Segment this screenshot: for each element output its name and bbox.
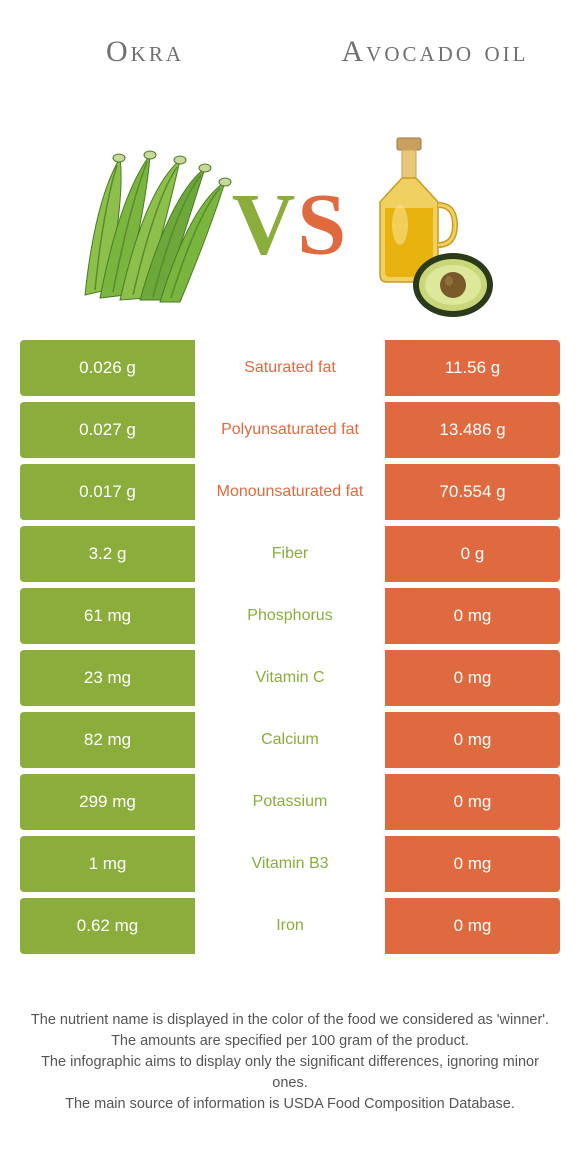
vs-label: VS (232, 175, 349, 276)
cell-right-value: 0 mg (385, 836, 560, 892)
cell-nutrient-label: Vitamin B3 (195, 836, 385, 892)
cell-left-value: 61 mg (20, 588, 195, 644)
cell-left-value: 0.62 mg (20, 898, 195, 954)
cell-left-value: 3.2 g (20, 526, 195, 582)
cell-left-value: 0.026 g (20, 340, 195, 396)
table-row: 0.026 gSaturated fat11.56 g (20, 340, 560, 396)
cell-right-value: 0 g (385, 526, 560, 582)
comparison-table: 0.026 gSaturated fat11.56 g 0.027 gPolyun… (0, 340, 580, 954)
table-row: 299 mgPotassium0 mg (20, 774, 560, 830)
avocado-oil-icon (345, 130, 505, 320)
cell-nutrient-label: Vitamin C (195, 650, 385, 706)
cell-nutrient-label: Phosphorus (195, 588, 385, 644)
table-row: 3.2 gFiber0 g (20, 526, 560, 582)
cell-right-value: 0 mg (385, 650, 560, 706)
cell-left-value: 299 mg (20, 774, 195, 830)
header-right: Avocado oil (290, 35, 580, 68)
cell-right-value: 0 mg (385, 774, 560, 830)
images-row: VS (0, 120, 580, 330)
table-row: 23 mgVitamin C0 mg (20, 650, 560, 706)
cell-nutrient-label: Saturated fat (195, 340, 385, 396)
okra-icon (65, 140, 245, 310)
cell-nutrient-label: Polyunsaturated fat (195, 402, 385, 458)
cell-left-value: 23 mg (20, 650, 195, 706)
cell-nutrient-label: Fiber (195, 526, 385, 582)
cell-left-value: 1 mg (20, 836, 195, 892)
cell-left-value: 82 mg (20, 712, 195, 768)
cell-right-value: 13.486 g (385, 402, 560, 458)
cell-right-value: 11.56 g (385, 340, 560, 396)
footer-line-2: The amounts are specified per 100 gram o… (30, 1031, 550, 1052)
cell-right-value: 0 mg (385, 898, 560, 954)
footer-line-3: The infographic aims to display only the… (30, 1052, 550, 1094)
table-row: 1 mgVitamin B30 mg (20, 836, 560, 892)
vs-s: S (297, 177, 348, 274)
cell-right-value: 70.554 g (385, 464, 560, 520)
cell-nutrient-label: Monounsaturated fat (195, 464, 385, 520)
header-left: Okra (0, 35, 290, 68)
cell-right-value: 0 mg (385, 588, 560, 644)
table-row: 0.027 gPolyunsaturated fat13.486 g (20, 402, 560, 458)
table-row: 61 mgPhosphorus0 mg (20, 588, 560, 644)
table-row: 0.62 mgIron0 mg (20, 898, 560, 954)
footer: The nutrient name is displayed in the co… (0, 960, 580, 1115)
cell-left-value: 0.027 g (20, 402, 195, 458)
cell-nutrient-label: Calcium (195, 712, 385, 768)
table-row: 82 mgCalcium0 mg (20, 712, 560, 768)
table-row: 0.017 gMonounsaturated fat70.554 g (20, 464, 560, 520)
footer-line-4: The main source of information is USDA F… (30, 1094, 550, 1115)
cell-right-value: 0 mg (385, 712, 560, 768)
header: Okra Avocado oil (0, 0, 580, 120)
footer-line-1: The nutrient name is displayed in the co… (30, 1010, 550, 1031)
cell-nutrient-label: Iron (195, 898, 385, 954)
vs-v: V (232, 177, 298, 274)
cell-nutrient-label: Potassium (195, 774, 385, 830)
cell-left-value: 0.017 g (20, 464, 195, 520)
